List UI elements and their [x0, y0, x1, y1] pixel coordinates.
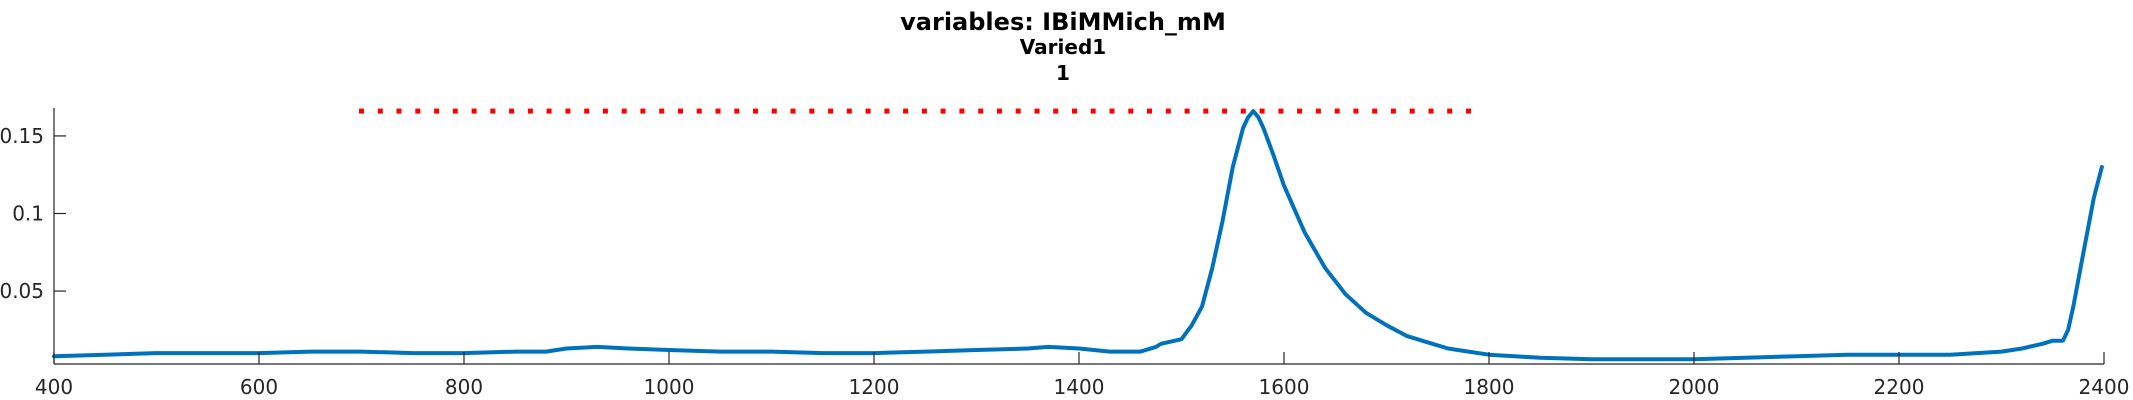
- reference-dot: [1034, 108, 1040, 114]
- reference-dot: [452, 108, 458, 114]
- reference-dot: [790, 108, 796, 114]
- reference-dot: [1315, 108, 1321, 114]
- chart-title: variables: IBiMMich_mM: [900, 8, 1226, 36]
- reference-dot: [546, 108, 552, 114]
- reference-dot: [753, 108, 758, 114]
- reference-dot: [565, 108, 571, 114]
- reference-dot: [1428, 108, 1434, 114]
- chart-subtitle-value: 1: [1056, 61, 1070, 85]
- x-tick-label: 800: [445, 375, 483, 399]
- reference-dot: [1240, 108, 1246, 114]
- reference-dot: [1090, 108, 1096, 114]
- reference-dot: [921, 108, 927, 114]
- reference-dot: [1390, 108, 1396, 114]
- x-tick-label: 1400: [1054, 375, 1105, 399]
- reference-dot: [415, 108, 421, 114]
- reference-dot: [602, 108, 608, 114]
- reference-dot: [640, 108, 646, 114]
- reference-dot: [1409, 108, 1415, 114]
- y-tick-label: 0.15: [0, 124, 44, 148]
- reference-dot: [1053, 108, 1059, 114]
- reference-dot: [1203, 108, 1209, 114]
- reference-dot: [1128, 108, 1134, 114]
- reference-dot: [1222, 108, 1228, 114]
- reference-dot: [471, 108, 477, 114]
- reference-dot: [865, 108, 871, 114]
- reference-dot: [659, 108, 665, 114]
- x-tick-label: 600: [240, 375, 278, 399]
- reference-dot: [734, 108, 740, 114]
- reference-dot: [884, 108, 890, 114]
- reference-dot: [828, 108, 834, 114]
- reference-dot: [715, 108, 721, 114]
- reference-dot: [1297, 108, 1303, 114]
- reference-dot: [1109, 108, 1115, 114]
- reference-dot: [1278, 108, 1284, 114]
- x-tick-label: 1800: [1464, 375, 1515, 399]
- reference-dot: [509, 108, 515, 114]
- reference-dot: [1466, 108, 1471, 114]
- reference-dot: [1334, 108, 1340, 114]
- reference-dot: [584, 108, 590, 114]
- reference-dot: [959, 108, 965, 114]
- reference-dot: [1372, 108, 1378, 114]
- reference-dot: [696, 108, 702, 114]
- reference-dot: [1184, 108, 1190, 114]
- series-line: [52, 109, 2104, 362]
- reference-dot: [940, 108, 946, 114]
- y-tick-label: 0.1: [12, 202, 44, 226]
- reference-dot: [434, 108, 440, 114]
- reference-dot: [1353, 108, 1359, 114]
- reference-dot: [809, 108, 815, 114]
- reference-dot: [678, 108, 683, 114]
- reference-dot: [903, 108, 909, 114]
- reference-dot: [771, 108, 777, 114]
- chart-subtitle-variable: Varied1: [1020, 35, 1106, 59]
- reference-dot: [846, 108, 852, 114]
- y-tick-label: 0.05: [0, 279, 44, 303]
- reference-dot: [359, 108, 364, 114]
- reference-dot: [621, 108, 627, 114]
- reference-dot: [1072, 108, 1077, 114]
- reference-dotted-line: [359, 108, 1471, 114]
- x-tick-label: 1000: [644, 375, 695, 399]
- reference-dot: [1015, 108, 1021, 114]
- reference-dot: [1165, 108, 1171, 114]
- x-tick-label: 1600: [1259, 375, 1310, 399]
- reference-dot: [527, 108, 533, 114]
- reference-dot: [490, 108, 496, 114]
- reference-dot: [1259, 108, 1265, 114]
- x-tick-label: 2000: [1669, 375, 1720, 399]
- reference-dot: [978, 108, 984, 114]
- x-tick-label: 1200: [849, 375, 900, 399]
- x-tick-label: 2400: [2079, 375, 2130, 399]
- reference-dot: [996, 108, 1002, 114]
- reference-dot: [1447, 108, 1453, 114]
- x-tick-label: 400: [35, 375, 73, 399]
- reference-dot: [396, 108, 402, 114]
- reference-dot: [1147, 108, 1152, 114]
- reference-dot: [377, 108, 383, 114]
- axes: 400 600 800 1000 1200 1400 1600 1800 2000 2200 240…: [0, 108, 2129, 399]
- x-tick-label: 2200: [1874, 375, 1925, 399]
